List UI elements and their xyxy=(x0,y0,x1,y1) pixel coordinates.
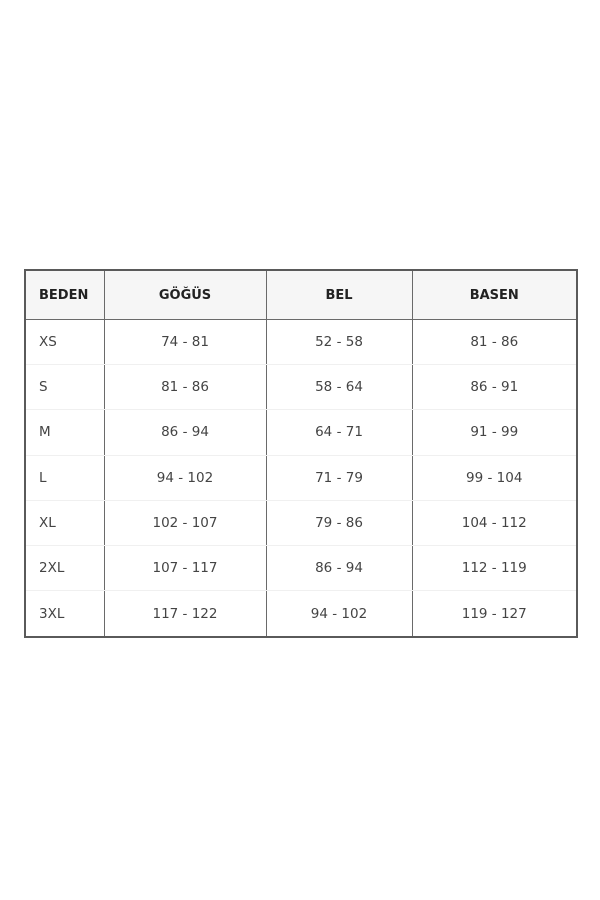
cell-chest: 81 - 86 xyxy=(103,364,266,411)
header-waist: BEL xyxy=(265,270,412,320)
cell-size: M xyxy=(25,409,104,456)
cell-chest: 117 - 122 xyxy=(103,590,266,637)
table-row: XS 74 - 81 52 - 58 81 - 86 xyxy=(25,319,577,366)
cell-chest: 107 - 117 xyxy=(103,545,266,592)
cell-waist: 52 - 58 xyxy=(265,319,412,366)
cell-waist: 79 - 86 xyxy=(265,500,412,546)
header-size: BEDEN xyxy=(25,270,104,320)
cell-hip: 119 - 127 xyxy=(411,590,577,637)
header-row: BEDEN GÖĞÜS BEL BASEN xyxy=(25,270,577,320)
cell-waist: 64 - 71 xyxy=(265,409,412,456)
cell-chest: 86 - 94 xyxy=(103,409,266,456)
cell-size: XL xyxy=(25,500,104,546)
cell-hip: 104 - 112 xyxy=(411,500,577,546)
cell-chest: 94 - 102 xyxy=(103,455,266,501)
table-row: XL 102 - 107 79 - 86 104 - 112 xyxy=(25,500,577,546)
cell-waist: 58 - 64 xyxy=(265,364,412,411)
table-row: L 94 - 102 71 - 79 99 - 104 xyxy=(25,455,577,501)
cell-waist: 86 - 94 xyxy=(265,545,412,592)
cell-size: S xyxy=(25,364,104,411)
size-chart-table: BEDEN GÖĞÜS BEL BASEN XS 74 - 81 52 - 58 81 - … xyxy=(24,269,578,638)
cell-hip: 112 - 119 xyxy=(411,545,577,592)
cell-hip: 81 - 86 xyxy=(411,319,577,366)
cell-chest: 102 - 107 xyxy=(103,500,266,546)
header-chest: GÖĞÜS xyxy=(103,270,266,320)
table-row: S 81 - 86 58 - 64 86 - 91 xyxy=(25,364,577,411)
cell-chest: 74 - 81 xyxy=(103,319,266,366)
cell-size: 2XL xyxy=(25,545,104,592)
cell-hip: 86 - 91 xyxy=(411,364,577,411)
cell-hip: 91 - 99 xyxy=(411,409,577,456)
header-hip: BASEN xyxy=(411,270,577,320)
cell-size: XS xyxy=(25,319,104,366)
table-row: M 86 - 94 64 - 71 91 - 99 xyxy=(25,409,577,456)
cell-hip: 99 - 104 xyxy=(411,455,577,501)
cell-waist: 94 - 102 xyxy=(265,590,412,637)
cell-size: 3XL xyxy=(39,605,65,622)
table-row: 3XL 117 - 122 94 - 102 119 - 127 xyxy=(25,590,577,637)
table-row: 2XL 107 - 117 86 - 94 112 - 119 xyxy=(25,545,577,592)
cell-waist: 71 - 79 xyxy=(265,455,412,501)
cell-size: L xyxy=(25,455,104,501)
